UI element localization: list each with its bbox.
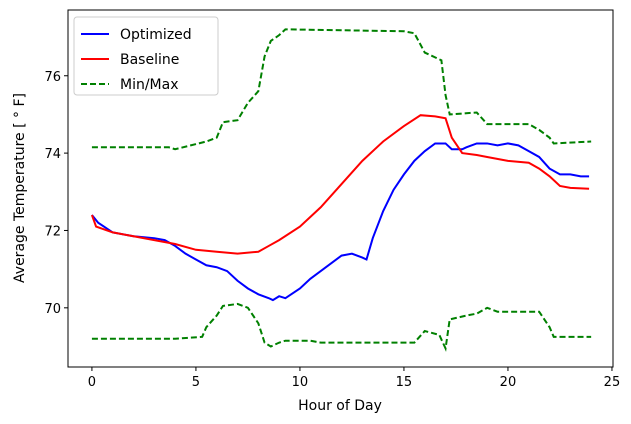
y-tick-label: 72: [44, 224, 61, 239]
series-line-baseline: [90, 114, 590, 255]
legend-label: Optimized: [120, 27, 192, 43]
x-tick-label: 0: [88, 375, 96, 390]
x-tick-label: 15: [396, 375, 413, 390]
y-axis: 70 72 74 76: [44, 70, 68, 317]
legend-label: Baseline: [120, 52, 179, 68]
legend-box: [73, 16, 219, 96]
y-tick-label: 70: [44, 302, 61, 317]
x-axis: 0 5 10 15 20 25: [88, 367, 620, 390]
series-line-optimized: [91, 142, 590, 302]
series-line-min: [91, 302, 592, 352]
y-axis-label: Average Temperature [ ° F]: [12, 93, 28, 283]
y-tick-label: 76: [44, 70, 61, 85]
x-tick-label: 25: [604, 375, 621, 390]
y-tick-label: 74: [44, 147, 61, 162]
x-axis-label: Hour of Day: [298, 398, 382, 414]
x-tick-label: 10: [292, 375, 309, 390]
plot-frame: [67, 9, 614, 368]
series-line-minmax: [91, 28, 592, 151]
x-tick-label: 5: [192, 375, 200, 390]
legend-label: Min/Max: [120, 77, 179, 93]
legend: Optimized Baseline Min/Max: [73, 16, 219, 96]
plot-lines: [90, 28, 592, 352]
x-tick-label: 20: [500, 375, 517, 390]
